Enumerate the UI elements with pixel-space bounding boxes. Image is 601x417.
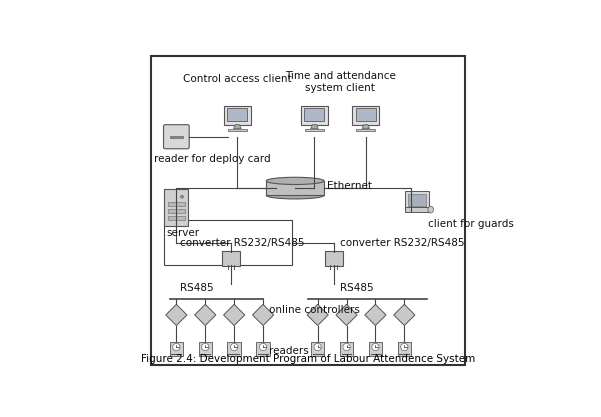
FancyBboxPatch shape bbox=[256, 342, 270, 356]
Polygon shape bbox=[307, 304, 328, 326]
Polygon shape bbox=[365, 304, 386, 326]
Text: client for guards: client for guards bbox=[429, 219, 514, 229]
FancyBboxPatch shape bbox=[301, 106, 328, 126]
FancyBboxPatch shape bbox=[340, 342, 353, 356]
Bar bbox=[266, 181, 324, 195]
Ellipse shape bbox=[266, 192, 324, 199]
FancyBboxPatch shape bbox=[305, 129, 324, 131]
FancyBboxPatch shape bbox=[405, 191, 429, 208]
FancyBboxPatch shape bbox=[198, 342, 212, 356]
Polygon shape bbox=[234, 125, 241, 128]
Ellipse shape bbox=[266, 177, 324, 184]
Bar bbox=[163, 220, 292, 265]
FancyBboxPatch shape bbox=[168, 216, 185, 220]
Circle shape bbox=[231, 343, 238, 351]
Text: RS485: RS485 bbox=[340, 283, 374, 293]
Circle shape bbox=[172, 343, 180, 351]
FancyBboxPatch shape bbox=[408, 194, 427, 206]
Polygon shape bbox=[195, 304, 216, 326]
Text: converter RS232/RS485: converter RS232/RS485 bbox=[180, 238, 304, 248]
Text: RS485: RS485 bbox=[180, 283, 213, 293]
FancyBboxPatch shape bbox=[404, 206, 430, 212]
FancyBboxPatch shape bbox=[228, 129, 246, 131]
Polygon shape bbox=[394, 304, 415, 326]
FancyBboxPatch shape bbox=[222, 251, 240, 266]
Text: server: server bbox=[166, 228, 200, 238]
Circle shape bbox=[201, 343, 209, 351]
Circle shape bbox=[314, 343, 322, 351]
Circle shape bbox=[343, 343, 350, 351]
Ellipse shape bbox=[428, 206, 433, 213]
Polygon shape bbox=[362, 125, 370, 128]
FancyBboxPatch shape bbox=[356, 108, 376, 121]
FancyBboxPatch shape bbox=[169, 342, 183, 356]
Text: online controllers: online controllers bbox=[269, 305, 361, 315]
Text: Control access client: Control access client bbox=[183, 74, 291, 84]
Polygon shape bbox=[252, 304, 273, 326]
Circle shape bbox=[181, 196, 183, 198]
FancyBboxPatch shape bbox=[398, 342, 411, 356]
FancyBboxPatch shape bbox=[311, 342, 325, 356]
Text: Figure 2.4: Development Program of Labour Attendence System: Figure 2.4: Development Program of Labou… bbox=[141, 354, 475, 364]
FancyBboxPatch shape bbox=[163, 125, 189, 149]
Polygon shape bbox=[336, 304, 357, 326]
Circle shape bbox=[372, 343, 379, 351]
Text: Time and attendance
system client: Time and attendance system client bbox=[285, 71, 395, 93]
FancyBboxPatch shape bbox=[227, 108, 248, 121]
Text: reader for deploy card: reader for deploy card bbox=[154, 154, 270, 164]
Text: Ethernet: Ethernet bbox=[328, 181, 372, 191]
FancyBboxPatch shape bbox=[356, 129, 375, 131]
Circle shape bbox=[401, 343, 408, 351]
FancyBboxPatch shape bbox=[168, 209, 185, 213]
Polygon shape bbox=[166, 304, 187, 326]
FancyBboxPatch shape bbox=[368, 342, 382, 356]
Text: converter RS232/RS485: converter RS232/RS485 bbox=[340, 238, 465, 248]
Polygon shape bbox=[224, 304, 245, 326]
FancyBboxPatch shape bbox=[224, 106, 251, 126]
Text: readers: readers bbox=[269, 346, 310, 356]
Circle shape bbox=[260, 343, 267, 351]
FancyBboxPatch shape bbox=[352, 106, 379, 126]
FancyBboxPatch shape bbox=[325, 251, 343, 266]
Bar bbox=[169, 136, 183, 138]
Polygon shape bbox=[311, 125, 319, 128]
FancyBboxPatch shape bbox=[168, 202, 185, 206]
FancyBboxPatch shape bbox=[305, 108, 325, 121]
FancyBboxPatch shape bbox=[227, 342, 241, 356]
FancyBboxPatch shape bbox=[165, 189, 188, 226]
